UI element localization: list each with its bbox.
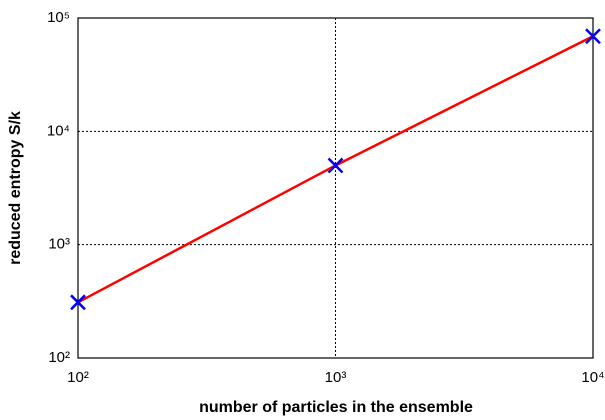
- y-tick-label: 10⁵: [47, 9, 70, 26]
- y-tick-label: 10⁴: [47, 122, 70, 139]
- data-marker: [585, 28, 601, 45]
- x-axis-label: number of particles in the ensemble: [199, 399, 473, 416]
- plot-frame: [77, 17, 594, 359]
- x-tick-label: 10²: [67, 369, 89, 386]
- y-tick-label: 10³: [48, 236, 70, 253]
- data-marker: [70, 294, 86, 311]
- x-tick-label: 10³: [325, 369, 347, 386]
- data-marker: [327, 157, 344, 174]
- y-tick-label: 10²: [48, 349, 70, 366]
- x-tick-label: 10⁴: [581, 369, 604, 386]
- y-axis-label: reduced entropy S/k: [7, 111, 24, 265]
